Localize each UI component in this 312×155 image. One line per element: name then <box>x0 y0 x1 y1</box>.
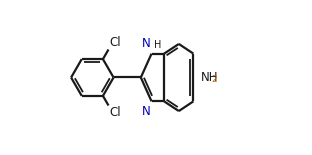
Text: Cl: Cl <box>110 36 121 49</box>
Text: N: N <box>142 37 151 50</box>
Text: NH: NH <box>201 71 219 84</box>
Text: N: N <box>142 105 151 118</box>
Text: H: H <box>154 40 161 50</box>
Text: 2: 2 <box>212 75 217 84</box>
Text: Cl: Cl <box>110 106 121 119</box>
